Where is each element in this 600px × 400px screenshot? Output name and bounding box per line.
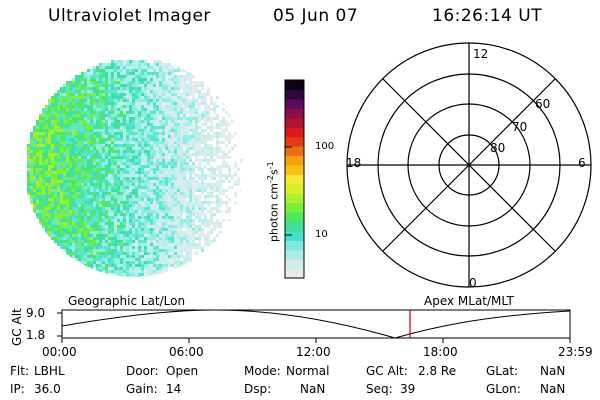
- polar-ring-label-60: 60: [535, 97, 551, 111]
- unit-mid: s: [267, 169, 281, 176]
- info-seq-value: 39: [400, 382, 416, 396]
- unit-prefix: photon cm: [267, 183, 281, 242]
- time-label: 16:26:14 UT: [432, 6, 543, 26]
- timeline-ylabel: GC Alt: [10, 308, 24, 346]
- timeline-ytick-top: 9.0: [26, 306, 46, 320]
- timeline-ytick-bottom: 1.8: [26, 328, 46, 342]
- info-glon-value: NaN: [540, 382, 566, 396]
- timeline-xtick-0000: 00:00: [42, 345, 77, 359]
- altitude-curve: [61, 309, 571, 339]
- info-gcalt-value: 2.8 Re: [418, 364, 457, 378]
- colorbar-tick-label-100: 100: [315, 141, 335, 152]
- info-gain-value: 14: [166, 382, 182, 396]
- timeline-frame: [61, 309, 571, 339]
- info-gcalt-label: GC Alt:: [366, 364, 408, 378]
- info-seq-label: Seq:: [366, 382, 393, 396]
- instrument-title: Ultraviolet Imager: [48, 6, 211, 26]
- info-mode-value: Normal: [286, 364, 330, 378]
- date-label: 05 Jun 07: [273, 6, 359, 26]
- info-door-label: Door:: [126, 364, 159, 378]
- polar-ring-label-70: 70: [512, 120, 528, 134]
- timeline-xticks: [61, 338, 571, 343]
- info-ip-label: IP:: [10, 382, 25, 396]
- info-glat-label: GLat:: [486, 364, 519, 378]
- unit-exp-2: -1: [266, 161, 275, 170]
- info-flt-value: LBHL: [34, 364, 65, 378]
- info-dsp-label: Dsp:: [244, 382, 272, 396]
- timeline-right-title: Apex MLat/MLT: [424, 294, 514, 308]
- polar-label-18: 18: [346, 156, 362, 170]
- polar-ring-label-80: 80: [490, 141, 506, 155]
- info-door-value: Open: [166, 364, 199, 378]
- info-glat-value: NaN: [540, 364, 566, 378]
- colorbar-tick-label-10: 10: [315, 229, 328, 240]
- info-ip-value: 36.0: [34, 382, 61, 396]
- polar-diagonal-2: [382, 78, 556, 252]
- timeline-xtick-2359: 23:59: [558, 345, 593, 359]
- info-dsp-value: NaN: [300, 382, 326, 396]
- polar-label-0: 0: [469, 276, 477, 290]
- earth-disk-image: [27, 60, 244, 277]
- info-mode-label: Mode:: [244, 364, 281, 378]
- timeline-xtick-1800: 18:00: [423, 345, 458, 359]
- info-glon-label: GLon:: [486, 382, 521, 396]
- colorbar: [285, 80, 304, 279]
- timeline-left-title: Geographic Lat/Lon: [68, 294, 186, 308]
- polar-label-12: 12: [473, 47, 489, 61]
- colorbar-frame: [284, 79, 305, 279]
- unit-exp-1: -2: [266, 175, 275, 184]
- timeline-yticks: [57, 312, 62, 337]
- polar-label-6: 6: [578, 156, 586, 170]
- timeline-xtick-1200: 12:00: [296, 345, 331, 359]
- timeline-xtick-0600: 06:00: [169, 345, 204, 359]
- info-gain-label: Gain:: [126, 382, 158, 396]
- colorbar-unit-label: photon cm-2s-1: [266, 161, 281, 242]
- info-flt-label: Flt:: [10, 364, 29, 378]
- polar-grid: [346, 42, 592, 288]
